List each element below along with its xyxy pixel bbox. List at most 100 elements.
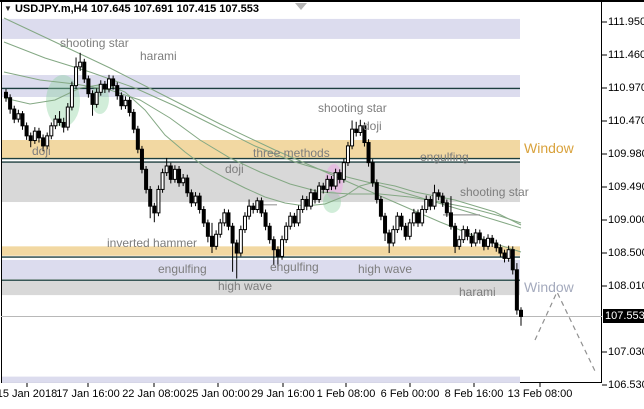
bearish-candle-body: [41, 137, 46, 147]
bearish-candle-body: [259, 200, 264, 214]
bearish-candle-body: [210, 235, 214, 247]
time-axis-label[interactable]: 6 Feb 00:00: [380, 388, 440, 400]
candle-pattern-label: high wave: [358, 262, 413, 276]
bearish-candle-body: [428, 198, 433, 207]
bearish-candle-body: [90, 93, 95, 105]
bearish-candle-body: [189, 192, 194, 204]
bearish-candle-body: [370, 162, 375, 184]
bearish-candle-body: [271, 239, 276, 251]
price-axis-label[interactable]: 111.950: [608, 16, 644, 28]
support-resistance-zone: [2, 75, 520, 98]
bullish-candle-body: [506, 249, 511, 259]
bearish-candle-body: [366, 142, 371, 164]
price-axis-label[interactable]: 109.490: [608, 181, 644, 193]
bearish-candle-body: [36, 130, 41, 139]
bearish-candle-body: [292, 215, 297, 224]
bearish-candle-body: [490, 237, 495, 244]
chart-title: ▼ USDJPY.m,H4 107.645 107.691 107.415 10…: [4, 3, 259, 15]
candle-pattern-label: high wave: [218, 279, 273, 293]
support-resistance-zone: [2, 281, 520, 296]
candle-pattern-label: harami: [140, 49, 177, 63]
bearish-candle-body: [111, 78, 116, 87]
price-axis-label[interactable]: 109.000: [608, 214, 644, 226]
bearish-candle-body: [378, 198, 383, 217]
ohlc-readout: 107.645 107.691 107.415 107.553: [90, 3, 260, 15]
bullish-candle-body: [164, 165, 169, 174]
bearish-candle-body: [313, 192, 317, 200]
bullish-candle-body: [45, 135, 50, 147]
bearish-candle-body: [403, 225, 408, 237]
bearish-candle-body: [12, 108, 17, 120]
support-resistance-zone: [2, 259, 520, 280]
bearish-candle-body: [152, 205, 157, 214]
green-highlight-ellipse: [323, 191, 341, 213]
bullish-candle-body: [486, 237, 491, 247]
bearish-candle-body: [226, 212, 231, 227]
candle-pattern-label: doji: [363, 119, 382, 133]
bullish-candle-body: [16, 113, 21, 120]
candle-pattern-label: three methods: [253, 146, 330, 160]
bullish-candle-body: [424, 198, 429, 211]
price-axis-label[interactable]: 110.970: [608, 82, 644, 94]
bullish-candle-body: [181, 177, 186, 184]
price-axis-label[interactable]: 110.470: [608, 115, 644, 127]
bullish-candle-body: [457, 239, 462, 247]
bearish-candle-body: [498, 247, 503, 254]
bearish-candle-body: [275, 249, 280, 257]
candle-pattern-label: shooting star: [60, 36, 129, 50]
bearish-candle-body: [477, 232, 482, 241]
bullish-candle-body: [391, 229, 396, 244]
bearish-candle-body: [230, 225, 235, 244]
price-axis-label[interactable]: 108.010: [608, 280, 644, 292]
bearish-candle-body: [8, 97, 13, 110]
support-resistance-zone: [2, 18, 520, 39]
bullish-candle-body: [255, 200, 260, 211]
bearish-candle-body: [469, 235, 474, 244]
bearish-candle-body: [168, 165, 173, 180]
time-axis-label[interactable]: 15 Jan 2018: [0, 388, 58, 400]
bearish-candle-body: [481, 239, 486, 247]
bullish-candle-body: [160, 172, 165, 190]
candle-pattern-label: shooting star: [460, 185, 529, 199]
time-axis-label[interactable]: 8 Feb 16:00: [444, 388, 504, 400]
bullish-candle-body: [247, 205, 252, 217]
time-axis-label[interactable]: 25 Jan 00:00: [186, 388, 250, 400]
candle-pattern-label: inverted hammer: [107, 236, 198, 250]
price-axis-label[interactable]: 108.500: [608, 247, 644, 259]
bearish-candle-body: [127, 99, 132, 113]
support-resistance-zone: [2, 246, 520, 256]
window-gap-label: Window: [524, 279, 574, 295]
bearish-candle-body: [119, 95, 124, 107]
bearish-candle-body: [251, 205, 256, 211]
bearish-candle-body: [185, 177, 190, 194]
bearish-candle-body: [444, 202, 449, 214]
bearish-candle-body: [337, 172, 342, 180]
price-axis-label[interactable]: 107.030: [608, 346, 644, 358]
bearish-candle-body: [374, 182, 379, 200]
bullish-candle-body: [193, 195, 198, 204]
time-axis-label[interactable]: 13 Feb 08:00: [507, 388, 573, 400]
price-axis-label[interactable]: 106.530: [608, 379, 644, 391]
bullish-candle-body: [156, 188, 161, 214]
time-axis-label[interactable]: 17 Jan 16:00: [56, 388, 120, 400]
expand-arrow-icon[interactable]: ▼: [4, 4, 12, 13]
bearish-candle-body: [148, 188, 153, 207]
moving-average-line: [3, 17, 522, 253]
bullish-candle-body: [461, 229, 466, 241]
bearish-candle-body: [201, 209, 206, 224]
bearish-candle-body: [4, 91, 8, 99]
price-axis-label[interactable]: 111.460: [608, 49, 644, 61]
bearish-candle-body: [61, 121, 66, 128]
bearish-candle-body: [24, 125, 29, 137]
time-axis-label[interactable]: 22 Jan 08:00: [122, 388, 186, 400]
bearish-candle-body: [494, 242, 499, 249]
chevron-down-icon[interactable]: [295, 3, 307, 10]
price-axis-label[interactable]: 109.980: [608, 148, 644, 160]
bearish-candle-body: [436, 192, 441, 197]
bullish-candle-body: [333, 172, 338, 187]
candle-pattern-label: engulfing: [420, 150, 469, 164]
time-axis-label[interactable]: 1 Feb 08:00: [316, 388, 376, 400]
time-axis-label[interactable]: 29 Jan 16:00: [251, 388, 315, 400]
candle-pattern-label: doji: [225, 162, 244, 176]
